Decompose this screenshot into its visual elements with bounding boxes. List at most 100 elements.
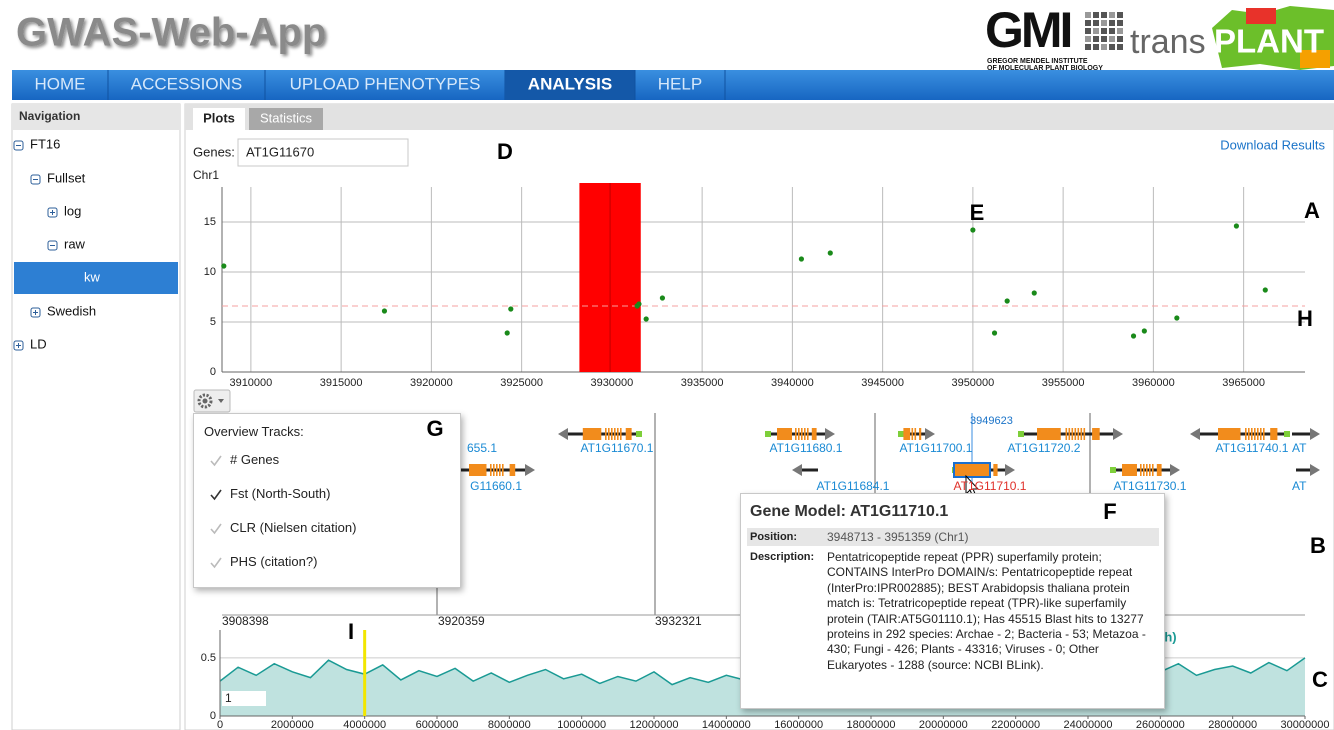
gene-label[interactable]: AT1G11710.1	[954, 479, 1027, 493]
nav-item[interactable]: ACCESSIONS	[131, 74, 242, 93]
nav-item[interactable]: UPLOAD PHENOTYPES	[290, 74, 481, 93]
tree-item[interactable]: raw	[64, 236, 86, 251]
gene-exon	[811, 428, 817, 440]
x-tick-label: 28000000	[1208, 719, 1257, 730]
gene-exon	[1074, 428, 1077, 440]
logo-grid-cell	[1109, 36, 1115, 42]
x-tick-label: 3930000	[590, 377, 633, 389]
logo-gmi: GMI	[985, 2, 1071, 58]
sidebar-title: Navigation	[19, 109, 80, 123]
y-tick-label: 15	[204, 216, 216, 228]
logo-grid-cell	[1085, 12, 1091, 18]
nav-item[interactable]: HELP	[658, 74, 702, 93]
overview-item[interactable]: Fst (North-South)	[210, 484, 330, 504]
tree-item[interactable]: Swedish	[47, 303, 96, 318]
y-tick-label: 0.5	[201, 652, 216, 664]
gene-exon	[608, 428, 610, 440]
tab-label[interactable]: Statistics	[260, 110, 313, 125]
gene-exon	[1071, 428, 1074, 440]
tab-label[interactable]: Plots	[203, 110, 235, 125]
check-mark	[210, 455, 222, 466]
check-icon	[210, 489, 222, 500]
scale-box	[222, 691, 266, 706]
logo-line: GREGOR MENDEL INSTITUTE	[987, 58, 1088, 65]
logo-grid-cell	[1117, 36, 1123, 42]
genes-input[interactable]	[237, 138, 409, 167]
snp-point	[1031, 290, 1037, 296]
tab-strip	[185, 104, 1334, 130]
snp-point	[1233, 223, 1240, 229]
gear-icon	[197, 393, 213, 409]
gene-label[interactable]: AT	[1292, 441, 1307, 455]
logo-grid-cell	[1109, 44, 1115, 50]
x-tick-label: 18000000	[847, 719, 896, 730]
gene-label[interactable]: AT	[1292, 479, 1307, 493]
tree-item[interactable]: Fullset	[47, 170, 86, 185]
settings-button[interactable]	[193, 389, 231, 413]
gene-label[interactable]: AT1G11670.1	[581, 441, 654, 455]
overview-item[interactable]: CLR (Nielsen citation)	[210, 518, 356, 538]
tab[interactable]	[193, 108, 245, 130]
gene-exon	[1245, 428, 1247, 440]
gene-exon	[1092, 428, 1100, 440]
x-tick-label: 3965000	[1222, 377, 1265, 389]
gene-label[interactable]: G11660.1	[470, 479, 522, 493]
nav-item[interactable]: HOME	[35, 74, 86, 93]
gene-exon	[1263, 428, 1265, 440]
gene-label[interactable]: AT1G11684.1	[817, 479, 890, 493]
x-tick-label: 4000000	[343, 719, 386, 730]
check-mark	[210, 557, 222, 568]
gene-arrow	[1190, 428, 1200, 440]
gene-utr	[1284, 431, 1290, 437]
tree-item[interactable]: LD	[30, 336, 47, 351]
logo-grid-cell	[1101, 44, 1107, 50]
gene-selected	[953, 462, 991, 478]
logo-grid-cell	[1109, 28, 1115, 34]
snp-point	[1141, 328, 1147, 334]
gene-exon	[499, 464, 501, 476]
gene-exon	[804, 428, 806, 440]
gene-label[interactable]: AT1G11700.1	[900, 441, 973, 455]
gene-exon	[1083, 428, 1086, 440]
tree-item[interactable]: FT16	[30, 136, 60, 151]
logo-grid-cell	[1093, 12, 1099, 18]
check-icon	[210, 523, 222, 534]
gene-label[interactable]: AT1G11720.2	[1008, 441, 1081, 455]
gene-exon	[807, 428, 809, 440]
snp-point	[504, 330, 510, 336]
ruler-label: 3908398	[222, 614, 269, 628]
nav-item[interactable]: ANALYSIS	[528, 74, 612, 93]
logo-grid-cell	[1117, 20, 1123, 26]
gene-exon	[1149, 464, 1151, 476]
overview-item[interactable]: # Genes	[210, 450, 279, 470]
gene-exon	[911, 428, 914, 440]
logo-grid-cell	[1117, 28, 1123, 34]
gene-exon	[490, 464, 492, 476]
x-tick-label: 3920000	[410, 377, 453, 389]
legend-box	[1150, 630, 1305, 646]
gene-exon	[798, 428, 800, 440]
x-tick-label: 26000000	[1136, 719, 1185, 730]
snp-point	[991, 330, 998, 336]
gene-label[interactable]: AT1G11730.1	[1114, 479, 1187, 493]
gene-utr	[898, 431, 904, 437]
gene-exon	[502, 464, 504, 476]
gene-exon	[1146, 464, 1148, 476]
gene-exon	[605, 428, 607, 440]
description-text: Pentatricopeptide repeat (PPR) superfami…	[827, 550, 1146, 672]
gene-exon	[1156, 464, 1162, 476]
tab[interactable]	[249, 108, 323, 130]
x-tick-label: 3945000	[861, 377, 904, 389]
chromosome-label: Chr1	[193, 168, 219, 182]
download-link[interactable]: Download Results	[1220, 137, 1325, 152]
tree-item[interactable]: kw	[84, 269, 101, 284]
snp-point	[1174, 315, 1180, 321]
overview-item[interactable]: PHS (citation?)	[210, 552, 317, 572]
gene-label[interactable]: AT1G11680.1	[770, 441, 843, 455]
logo-grid-cell	[1093, 44, 1099, 50]
tree-item[interactable]: log	[64, 203, 81, 218]
scale-label: 1	[225, 691, 232, 705]
gene-label[interactable]: AT1G11740.1	[1216, 441, 1289, 455]
overview-item-label: CLR (Nielsen citation)	[230, 520, 357, 535]
